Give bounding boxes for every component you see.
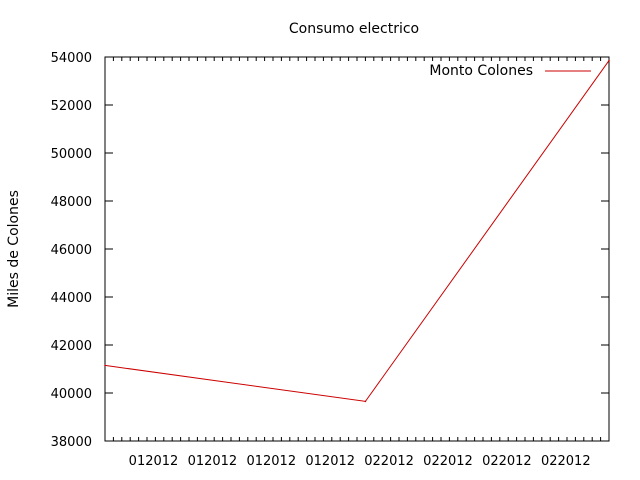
x-tick-label: 012012 (305, 454, 355, 469)
y-axis-title: Miles de Colones (6, 190, 22, 308)
x-tick-label: 022012 (423, 454, 473, 469)
plot-frame (104, 56, 610, 442)
data-point (364, 400, 367, 403)
y-tick-label: 48000 (51, 195, 92, 210)
series-layer (104, 59, 610, 403)
x-tick-label: 022012 (541, 454, 591, 469)
x-tick-label: 022012 (364, 454, 414, 469)
y-axis-ticks: 38000 40000 42000 44000 46000 48000 50000 52000… (51, 51, 609, 450)
legend: Monto Colones (429, 63, 591, 79)
data-point (608, 59, 610, 62)
y-tick-label: 50000 (51, 147, 92, 162)
y-tick-label: 38000 (51, 435, 92, 450)
chart-title: Consumo electrico (289, 21, 419, 37)
x-tick-label: 022012 (482, 454, 532, 469)
series-line (104, 60, 610, 402)
x-tick-label: 012012 (246, 454, 296, 469)
data-point (104, 364, 106, 367)
y-tick-label: 54000 (51, 51, 92, 66)
legend-label: Monto Colones (429, 63, 533, 79)
y-tick-label: 52000 (51, 99, 92, 114)
y-tick-label: 46000 (51, 243, 92, 258)
x-tick-label: 012012 (129, 454, 179, 469)
x-axis-ticks: 012012 012012 012012 012012 022012 022012 0220… (112, 57, 602, 469)
y-tick-label: 42000 (51, 339, 92, 354)
x-tick-label: 012012 (188, 454, 238, 469)
y-tick-label: 40000 (51, 387, 92, 402)
y-tick-label: 44000 (51, 291, 92, 306)
